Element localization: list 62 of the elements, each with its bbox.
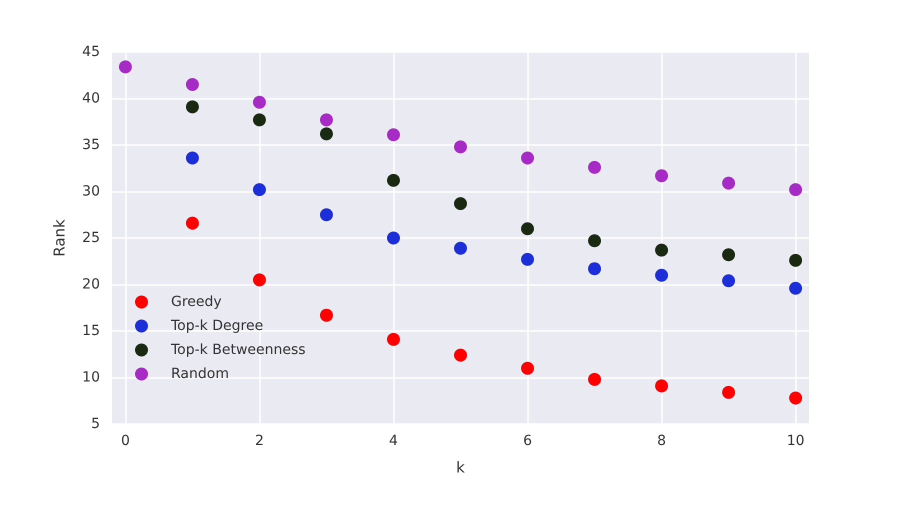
point (186, 78, 199, 92)
point (186, 216, 199, 230)
point (252, 183, 266, 196)
point (588, 160, 602, 174)
point (789, 391, 802, 404)
y-tick-label: 30 (82, 184, 100, 200)
x-tick-label: 0 (120, 433, 130, 449)
point (722, 248, 736, 262)
point (386, 232, 400, 244)
point (320, 127, 333, 140)
y-tick-label: 25 (82, 230, 100, 246)
point (386, 128, 400, 142)
legend-label: Top-k Degree (170, 318, 264, 334)
point (186, 100, 199, 114)
point (186, 152, 199, 165)
x-tick-label: 10 (786, 433, 805, 449)
point (655, 169, 668, 182)
legend-label: Top-k Betweenness (170, 342, 306, 358)
point (521, 362, 534, 375)
point (386, 174, 400, 187)
y-tick-label: 10 (82, 370, 100, 386)
point (588, 372, 602, 386)
point (655, 244, 668, 257)
point (454, 140, 467, 154)
point (789, 183, 802, 196)
point (588, 234, 602, 248)
legend-label: Random (171, 366, 229, 382)
y-tick-label: 20 (82, 276, 100, 292)
point (320, 308, 333, 322)
point (521, 252, 534, 266)
point (655, 379, 668, 392)
point (722, 274, 736, 288)
point (252, 113, 266, 126)
point (252, 273, 266, 286)
point (118, 60, 132, 74)
x-tick-label: 8 (657, 433, 666, 449)
point (655, 268, 668, 282)
point (722, 176, 736, 190)
y-tick-label: 35 (82, 137, 100, 153)
y-axis-title: Rank (50, 218, 68, 257)
point (252, 96, 266, 109)
point (521, 222, 534, 236)
point (789, 282, 802, 295)
point (789, 254, 802, 267)
legend-label: Greedy (171, 294, 222, 310)
point (454, 242, 467, 255)
y-tick-label: 15 (82, 323, 100, 339)
point (722, 386, 736, 399)
x-axis-title: k (456, 458, 466, 476)
x-tick-label: 6 (523, 433, 532, 449)
point (386, 332, 400, 346)
point (521, 152, 534, 165)
x-tick-label: 4 (389, 433, 398, 449)
point (454, 197, 467, 210)
y-tick-label: 40 (82, 90, 100, 106)
point (320, 113, 333, 126)
x-tick-label: 2 (254, 433, 264, 449)
y-tick-label: 45 (82, 44, 100, 60)
point (588, 262, 602, 276)
y-tick-label: 5 (91, 416, 100, 432)
point (454, 348, 467, 362)
point (320, 208, 333, 222)
